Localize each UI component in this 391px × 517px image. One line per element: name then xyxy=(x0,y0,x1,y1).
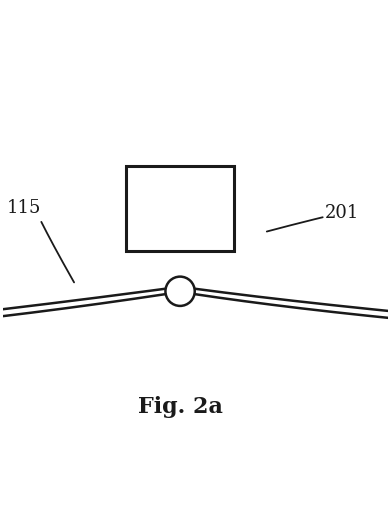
Circle shape xyxy=(165,277,195,306)
Text: 115: 115 xyxy=(7,200,41,217)
Text: 201: 201 xyxy=(325,204,359,222)
Text: Fig. 2a: Fig. 2a xyxy=(138,396,222,418)
FancyBboxPatch shape xyxy=(126,166,234,251)
